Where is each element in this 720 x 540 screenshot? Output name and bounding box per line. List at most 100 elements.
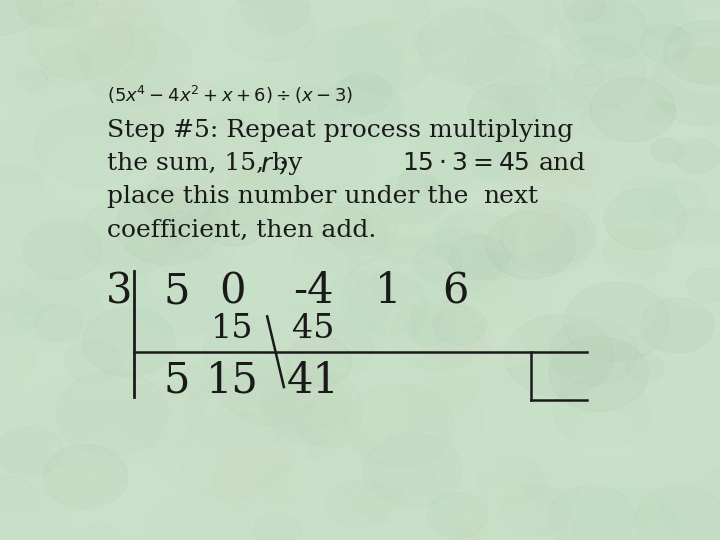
Circle shape	[347, 262, 426, 321]
Circle shape	[386, 298, 454, 349]
Circle shape	[318, 184, 379, 229]
Circle shape	[145, 171, 216, 225]
Circle shape	[418, 8, 520, 84]
Circle shape	[395, 0, 430, 24]
Circle shape	[284, 336, 352, 387]
Circle shape	[456, 298, 548, 367]
Circle shape	[352, 106, 400, 142]
Circle shape	[253, 513, 302, 540]
Circle shape	[119, 280, 148, 301]
Circle shape	[45, 131, 147, 207]
Text: coefficient, then add.: coefficient, then add.	[107, 219, 376, 241]
Circle shape	[377, 314, 436, 357]
Circle shape	[143, 239, 232, 306]
Circle shape	[527, 214, 593, 263]
Circle shape	[662, 468, 720, 540]
Circle shape	[223, 167, 307, 230]
Circle shape	[482, 218, 520, 246]
Circle shape	[315, 356, 429, 442]
Text: place this number under the: place this number under the	[107, 185, 468, 208]
Circle shape	[608, 469, 683, 524]
Circle shape	[652, 237, 720, 318]
Circle shape	[486, 212, 575, 279]
Circle shape	[349, 198, 379, 221]
Circle shape	[374, 212, 428, 251]
Circle shape	[433, 124, 464, 148]
Circle shape	[610, 226, 653, 258]
Circle shape	[652, 434, 718, 483]
Circle shape	[364, 469, 428, 517]
Circle shape	[643, 117, 720, 179]
Circle shape	[554, 377, 650, 449]
Circle shape	[0, 477, 40, 524]
Circle shape	[179, 212, 276, 285]
Circle shape	[472, 138, 532, 183]
Circle shape	[127, 141, 222, 213]
Text: 5: 5	[163, 271, 190, 313]
Circle shape	[225, 323, 262, 351]
Circle shape	[35, 305, 83, 340]
Text: 0: 0	[219, 271, 246, 313]
Circle shape	[116, 187, 220, 265]
Circle shape	[0, 0, 89, 60]
Circle shape	[529, 134, 597, 184]
Circle shape	[293, 187, 365, 241]
Circle shape	[43, 445, 128, 508]
Circle shape	[97, 140, 162, 188]
Circle shape	[337, 0, 405, 39]
Circle shape	[347, 140, 429, 201]
Circle shape	[384, 382, 483, 456]
Text: 6: 6	[442, 271, 469, 313]
Circle shape	[202, 197, 268, 246]
Circle shape	[604, 228, 670, 279]
Circle shape	[30, 2, 134, 80]
Circle shape	[465, 36, 556, 104]
Circle shape	[446, 262, 537, 330]
Circle shape	[580, 94, 692, 178]
Circle shape	[278, 86, 337, 130]
Circle shape	[158, 126, 261, 204]
Circle shape	[657, 241, 720, 309]
Circle shape	[433, 306, 486, 345]
Circle shape	[163, 255, 224, 301]
Circle shape	[37, 4, 142, 82]
Circle shape	[332, 167, 421, 233]
Circle shape	[575, 64, 603, 86]
Circle shape	[454, 487, 566, 540]
Circle shape	[0, 185, 57, 228]
Text: Step #5: Repeat process multiplying: Step #5: Repeat process multiplying	[107, 119, 573, 142]
Text: ;: ;	[279, 152, 287, 175]
Circle shape	[382, 188, 448, 237]
Circle shape	[343, 384, 454, 467]
Circle shape	[167, 214, 229, 260]
Circle shape	[626, 354, 665, 383]
Circle shape	[549, 404, 661, 488]
Circle shape	[49, 260, 83, 286]
Circle shape	[24, 455, 104, 514]
Circle shape	[559, 0, 647, 63]
Circle shape	[77, 376, 108, 399]
Circle shape	[645, 49, 720, 119]
Circle shape	[598, 187, 685, 252]
Circle shape	[427, 251, 509, 312]
Circle shape	[327, 480, 390, 528]
Circle shape	[0, 288, 42, 335]
Circle shape	[264, 369, 363, 444]
Circle shape	[16, 68, 48, 92]
Circle shape	[366, 273, 473, 352]
Circle shape	[153, 498, 207, 539]
Circle shape	[227, 362, 311, 426]
Circle shape	[0, 245, 36, 281]
Circle shape	[427, 492, 488, 538]
Circle shape	[653, 48, 720, 125]
Text: 45: 45	[292, 313, 335, 345]
Circle shape	[293, 232, 360, 282]
Circle shape	[269, 375, 351, 436]
Circle shape	[171, 284, 203, 307]
Circle shape	[341, 256, 448, 337]
Circle shape	[418, 302, 521, 380]
Circle shape	[26, 374, 117, 443]
Circle shape	[675, 208, 720, 246]
Circle shape	[465, 122, 514, 159]
Circle shape	[23, 220, 102, 280]
